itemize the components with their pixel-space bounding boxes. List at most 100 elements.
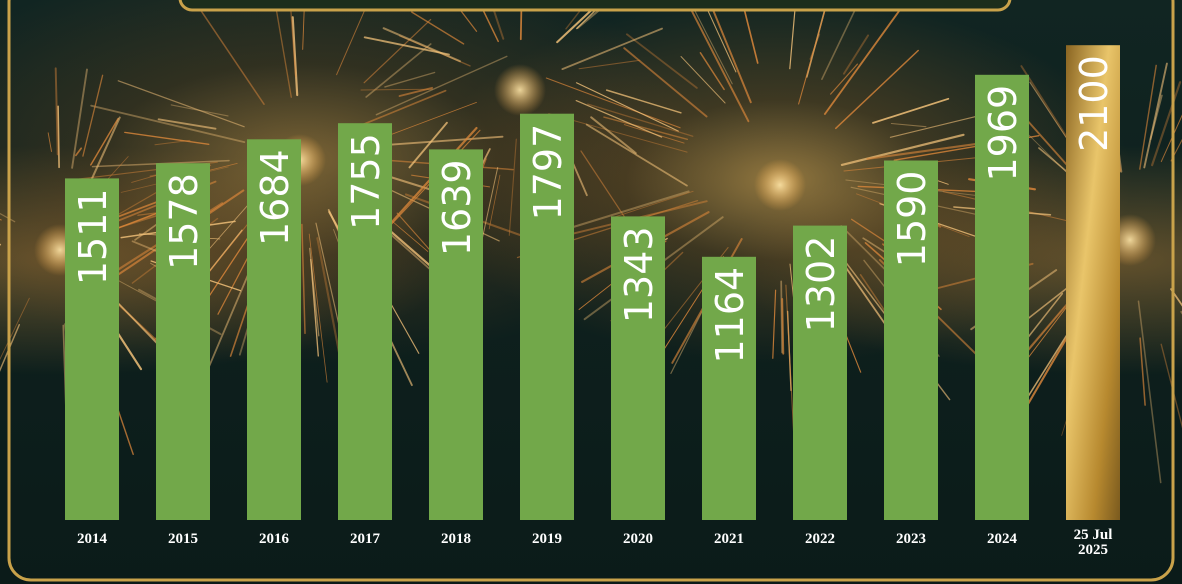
firework-streak <box>363 36 450 56</box>
firework-streak <box>273 0 292 98</box>
firework-streak <box>387 135 504 146</box>
firework-streak <box>625 33 698 89</box>
firework-streak <box>291 16 299 97</box>
firework-streak <box>90 117 119 166</box>
firework-streak <box>308 233 328 383</box>
firework-streak <box>54 67 59 156</box>
value-label: 1578 <box>162 173 206 270</box>
bar-2016 <box>247 139 301 521</box>
firework-streak <box>575 82 679 132</box>
firework-streak <box>1137 300 1162 484</box>
value-label: 2100 <box>1072 55 1116 152</box>
firework-streak <box>842 34 870 75</box>
firework-streak <box>0 323 21 372</box>
firework-streak <box>1170 138 1182 162</box>
firework-streak <box>872 97 950 124</box>
x-tick-label: 2018 <box>441 531 471 547</box>
firework-streak <box>685 0 750 123</box>
value-label: 1343 <box>617 226 661 323</box>
firework-streak <box>71 68 88 169</box>
firework-streak <box>890 122 927 128</box>
firework-streak <box>1151 81 1182 167</box>
firework-streak <box>384 71 436 88</box>
firework-streak <box>408 121 448 169</box>
bar-2020 <box>611 216 665 520</box>
x-tick-label: 25 Jul 2025 <box>1074 527 1113 558</box>
firework-streak <box>301 223 306 335</box>
firework-streak <box>489 0 505 40</box>
firework-streak <box>488 174 501 230</box>
firework-streak <box>310 258 319 357</box>
firework-streak <box>117 80 245 128</box>
firework-streak <box>0 212 16 223</box>
value-label: 1511 <box>71 188 115 285</box>
firework-streak <box>798 0 829 105</box>
firework-streak <box>1143 62 1168 169</box>
firework-streak <box>90 104 246 144</box>
firework-streak <box>545 77 681 129</box>
x-tick-label: 2017 <box>350 531 381 547</box>
bar-2022 <box>793 225 847 520</box>
x-tick-label: 2016 <box>259 531 290 547</box>
firework-streak <box>590 116 637 155</box>
bar-2019 <box>520 113 574 520</box>
firework-streak <box>75 147 83 157</box>
bar-2017 <box>338 123 392 520</box>
firework-streak <box>785 284 795 437</box>
firework-streak <box>360 88 433 91</box>
bar-2018 <box>429 149 483 520</box>
firework-streak <box>376 101 477 141</box>
firework-streak <box>365 43 432 98</box>
value-label: 1590 <box>890 171 934 268</box>
firework-streak <box>611 190 694 219</box>
firework-streak <box>821 0 861 81</box>
firework-streak <box>1139 64 1157 170</box>
firework-streak <box>131 174 158 183</box>
firework-glow <box>754 159 806 211</box>
firework-streak <box>154 139 191 146</box>
bar-2021 <box>702 256 756 520</box>
x-tick-label: 2019 <box>532 531 562 547</box>
firework-streak <box>1170 288 1182 307</box>
firework-streak <box>375 55 508 116</box>
firework-streak <box>699 52 725 91</box>
firework-streak <box>623 47 708 118</box>
firework-streak <box>47 132 52 152</box>
x-tick-label: 2024 <box>987 531 1018 547</box>
firework-streak <box>398 86 433 97</box>
value-label: 1164 <box>708 267 752 364</box>
firework-streak <box>382 27 461 63</box>
firework-streak <box>451 0 478 32</box>
firework-streak <box>508 138 517 236</box>
firework-streak <box>772 289 777 359</box>
value-label: 1969 <box>981 85 1025 182</box>
firework-streak <box>605 89 682 114</box>
firework-streak <box>336 0 370 76</box>
bar-2024 <box>975 74 1029 521</box>
firework-streak <box>835 49 919 130</box>
firework-streak <box>580 150 627 219</box>
firework-streak <box>568 190 690 230</box>
value-label: 1755 <box>344 133 388 230</box>
top-banner-edge <box>178 0 1012 12</box>
firework-streak <box>0 297 30 361</box>
value-label: 1797 <box>526 124 570 221</box>
value-label: 1639 <box>435 159 479 256</box>
firework-streak <box>82 74 104 157</box>
x-tick-label: 2023 <box>896 531 926 547</box>
chart-frame <box>7 0 1175 582</box>
firework-streak <box>561 27 663 71</box>
bar-2015 <box>156 163 210 520</box>
firework-streak <box>587 103 694 137</box>
firework-streak <box>585 123 688 187</box>
firework-streak <box>578 59 641 70</box>
firework-streak <box>830 63 858 95</box>
firework-streak <box>477 0 499 43</box>
firework-streak <box>0 218 2 221</box>
firework-streak <box>705 5 737 73</box>
bar-2023 <box>884 160 938 520</box>
firework-streak <box>688 0 733 85</box>
value-label: 1684 <box>253 149 297 246</box>
